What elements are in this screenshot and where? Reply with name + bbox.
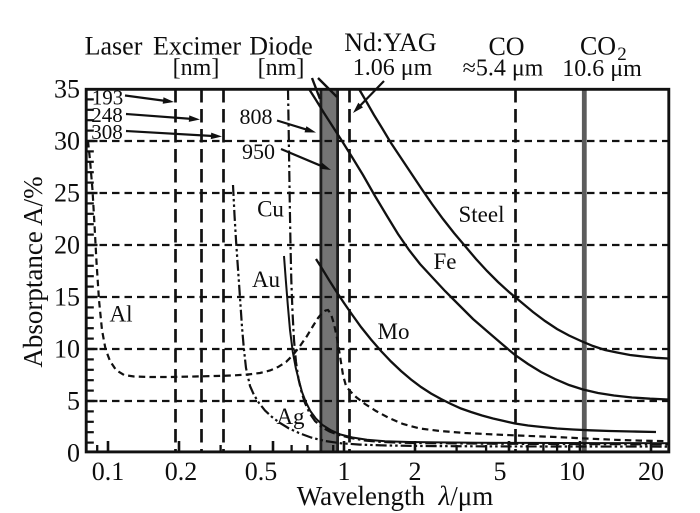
svg-text:20: 20 <box>638 457 664 486</box>
svg-text:0.5: 0.5 <box>245 457 278 486</box>
svg-text:808: 808 <box>240 104 273 129</box>
svg-text:CO: CO <box>580 32 616 61</box>
svg-text:10: 10 <box>559 457 585 486</box>
svg-text:0.2: 0.2 <box>165 457 198 486</box>
svg-text:Cu: Cu <box>257 197 284 222</box>
svg-text:950: 950 <box>242 139 275 164</box>
svg-text:Absorptance A/%: Absorptance A/% <box>18 176 48 367</box>
svg-text:10: 10 <box>54 335 80 364</box>
svg-text:CO: CO <box>488 32 524 61</box>
svg-text:Mo: Mo <box>378 319 410 344</box>
svg-text:Nd:YAG: Nd:YAG <box>344 28 436 57</box>
svg-text:1: 1 <box>338 457 351 486</box>
svg-text:2: 2 <box>409 457 422 486</box>
svg-text:1.06 μm: 1.06 μm <box>353 55 433 81</box>
svg-text:Ag: Ag <box>276 404 305 429</box>
svg-text:Excimer: Excimer <box>153 32 241 61</box>
svg-text:0.1: 0.1 <box>92 457 125 486</box>
svg-text:5: 5 <box>67 387 80 416</box>
svg-text:5: 5 <box>494 457 507 486</box>
svg-text:[nm]: [nm] <box>258 55 305 81</box>
svg-text:248: 248 <box>91 103 123 127</box>
svg-text:[nm]: [nm] <box>173 55 220 81</box>
svg-text:25: 25 <box>54 179 80 208</box>
svg-text:2: 2 <box>617 44 627 65</box>
svg-text:193: 193 <box>92 86 124 110</box>
svg-text:Laser: Laser <box>85 32 143 61</box>
svg-text:15: 15 <box>54 283 80 312</box>
svg-text:≈5.4 μm: ≈5.4 μm <box>463 56 544 82</box>
svg-text:308: 308 <box>91 120 123 144</box>
svg-text:35: 35 <box>54 75 80 104</box>
svg-text:0: 0 <box>67 439 80 468</box>
svg-text:20: 20 <box>54 231 80 260</box>
svg-text:Wavelength λ/μm: Wavelength λ/μm <box>297 481 493 511</box>
svg-text:30: 30 <box>54 127 80 156</box>
svg-text:Fe: Fe <box>434 249 457 274</box>
svg-text:Au: Au <box>252 267 281 292</box>
svg-text:Diode: Diode <box>249 32 313 61</box>
svg-text:Steel: Steel <box>459 202 505 227</box>
svg-text:10.6 μm: 10.6 μm <box>562 56 642 82</box>
svg-text:Al: Al <box>110 302 133 327</box>
